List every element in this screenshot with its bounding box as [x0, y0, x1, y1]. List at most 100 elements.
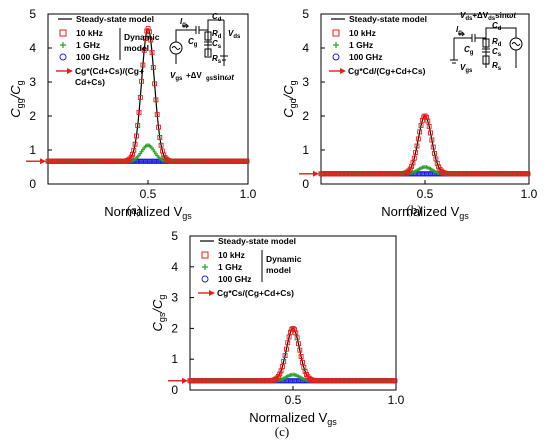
series-point-10khz — [128, 154, 134, 160]
y-tick-label: 0 — [302, 177, 309, 191]
y-tick-label: 4 — [171, 260, 178, 274]
legend-swatch-100ghz — [332, 53, 340, 61]
series-point-10khz — [154, 112, 160, 118]
legend-label-2: 100 GHz — [218, 274, 252, 284]
text-span: V — [460, 11, 466, 20]
legend-label-2: 100 GHz — [76, 52, 110, 62]
circuit-label: gssinωt — [206, 73, 234, 82]
text-span: d — [498, 26, 502, 32]
text-span: Cd+Cs) — [75, 77, 105, 87]
series-point-10khz — [525, 171, 531, 177]
text-span: g — [182, 22, 186, 28]
series-point-10khz — [139, 78, 145, 84]
arrow-indicator-head — [40, 158, 46, 165]
legend-swatch-1ghz — [333, 42, 339, 48]
x-tick-label: 0.5 — [285, 393, 302, 407]
series-point-10khz — [405, 169, 410, 175]
circuit-label: Cg — [188, 37, 198, 48]
series-point-10khz — [425, 118, 431, 124]
text-span: g — [458, 30, 462, 36]
series-point-10khz — [286, 334, 292, 340]
sine-icon — [171, 46, 181, 50]
text-span: Cg*(Cd+Cs)/(Cg+ — [75, 66, 144, 76]
text-span: ds — [488, 16, 496, 22]
series-point-10khz — [419, 117, 425, 123]
series-point-10khz — [157, 135, 163, 140]
y-tick-label: 1 — [171, 352, 178, 366]
text-span: g — [194, 42, 198, 48]
series-point-10khz — [421, 114, 427, 120]
y-axis-label: Cgd/Cg — [281, 80, 298, 117]
legend-label-0: 10 kHz — [218, 250, 245, 260]
legend-dynamic-model-label: Dynamic — [266, 254, 302, 264]
series-point-10khz — [289, 326, 295, 332]
series-point-10khz — [294, 335, 300, 341]
text-span: C — [281, 108, 296, 118]
text-span: s — [218, 59, 222, 65]
series-point-10khz — [290, 325, 296, 331]
series-point-10khz — [153, 97, 159, 103]
series-point-10khz — [283, 346, 289, 352]
series-point-10khz — [414, 143, 420, 149]
text-span: /C — [8, 85, 23, 100]
text-span: C — [492, 47, 498, 56]
series-point-10khz — [273, 376, 279, 382]
y-tick-label: 3 — [29, 75, 36, 89]
text-span: ds — [233, 34, 241, 40]
circuit-label: Vgs — [170, 71, 183, 82]
legend-swatch-1ghz — [202, 264, 208, 270]
series-point-10khz — [302, 368, 308, 374]
y-tick-label: 0 — [171, 383, 178, 397]
arrow-indicator-head — [313, 170, 319, 177]
text-span: sin — [213, 73, 225, 82]
circuit-label: Cd — [212, 12, 222, 23]
resistor-icon — [482, 55, 490, 65]
series-point-10khz — [297, 347, 303, 353]
series-point-10khz — [413, 150, 419, 155]
series-point-10khz — [436, 164, 442, 170]
legend-label-1: 1 GHz — [218, 262, 242, 272]
series-point-10khz — [281, 359, 287, 364]
series-point-10khz — [149, 49, 155, 55]
y-tick-label: 5 — [302, 7, 309, 21]
series-point-10khz — [426, 123, 432, 129]
text-span: d — [218, 34, 222, 40]
legend-label-steady-state: Steady-state model — [349, 14, 427, 24]
circuit-label: Cs — [492, 47, 502, 58]
circuit-label: Rd — [492, 37, 502, 48]
text-span: gd — [288, 98, 298, 108]
legend-arrow-label: Cg*Cs/(Cg+Cd+Cs) — [217, 288, 294, 298]
current-arrow-icon — [458, 31, 466, 37]
circuit-label: Ig — [456, 25, 462, 36]
x-axis-label: Normalized Vgs — [381, 204, 469, 221]
x-axis-label: Normalized Vgs — [104, 204, 192, 221]
series-point-10khz — [293, 330, 299, 336]
y-tick-label: 4 — [29, 41, 36, 55]
circuit-label: Rs — [212, 54, 222, 65]
series-point-10khz — [392, 378, 398, 384]
circuit-label: Rs — [492, 61, 502, 72]
series-point-1ghz — [525, 171, 530, 176]
text-span: +ΔV — [472, 11, 488, 20]
text-span: d — [218, 17, 222, 23]
series-point-10khz — [148, 37, 154, 43]
text-span: gs — [182, 211, 192, 221]
y-tick-label: 2 — [29, 109, 36, 123]
series-point-10khz — [137, 94, 143, 100]
text-span: s — [498, 66, 502, 72]
series-point-10khz — [410, 160, 416, 166]
text-span: Normalized V — [381, 204, 459, 219]
circuit-label: +ΔV — [186, 71, 202, 80]
series-point-10khz — [152, 81, 158, 87]
text-span: R — [212, 54, 218, 63]
series-point-10khz — [133, 133, 139, 139]
legend-swatch-100ghz — [201, 275, 209, 283]
text-span: ωt — [225, 73, 235, 82]
circuit-label: Vds+ΔVdssinωt — [460, 11, 516, 22]
y-axis-label: Cgs/Cg — [150, 295, 167, 332]
series-point-10khz — [298, 354, 304, 359]
legend-dynamic-model-label: model — [124, 43, 149, 53]
